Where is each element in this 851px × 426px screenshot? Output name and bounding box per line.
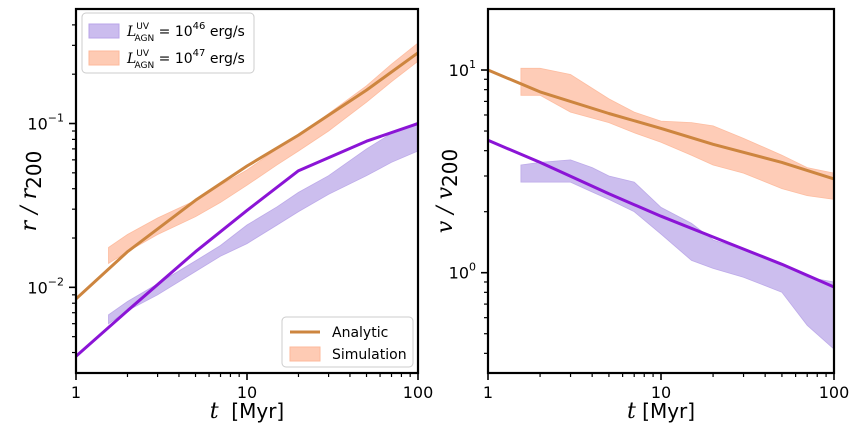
analytic-line-1e47 [488,68,834,181]
simulation-band-1e46 [520,159,834,350]
legend-swatch [88,50,120,66]
y-axis-label: r / r200 [17,151,46,232]
legend-entry-label: LUV AGN = 1046 erg/s [126,21,245,44]
right-panel: 1 10 100 100 101 t [Myr] v / v200 [433,7,850,424]
plot-area [488,67,834,350]
y-tick-label: 101 [449,58,476,80]
x-tick-label: 100 [819,383,850,402]
plot-area [76,42,418,358]
x-tick-label: 100 [403,383,434,402]
legend-entry-label: Simulation [332,347,407,363]
legend-swatch [88,23,120,39]
analytic-line-1e47 [76,51,418,301]
x-axis-label: t [Myr] [210,399,284,424]
axes-frame [74,7,420,375]
analytic-line-1e46 [488,138,834,289]
simulation-band-1e46 [108,121,418,325]
left-panel: 1 10 100 10−2 10−1 t [Myr] r / r200 LUV AGN = 10… [17,7,434,424]
x-axis-label: t [Myr] [627,399,695,424]
x-tick-label: 1 [483,383,493,402]
analytic-line-1e46 [76,122,418,358]
legend-method: Analytic Simulation [281,316,414,368]
legend-entry-label: Analytic [332,325,388,341]
x-tick-label: 1 [71,383,81,402]
legend-band-swatch [289,346,321,362]
y-tick-label: 10−1 [27,112,64,134]
y-tick-label: 10−2 [27,275,64,297]
x-tick-label: 10 [237,383,257,402]
legend-luminosity: LUV AGN = 1046 erg/s LUV AGN = 1047 erg/s [81,12,255,74]
y-tick-label: 100 [449,261,476,283]
axes-frame [486,7,836,375]
x-tick-label: 10 [651,383,671,402]
y-axis-label: v / v200 [433,149,462,233]
legend-entry-label: LUV AGN = 1047 erg/s [126,48,245,71]
